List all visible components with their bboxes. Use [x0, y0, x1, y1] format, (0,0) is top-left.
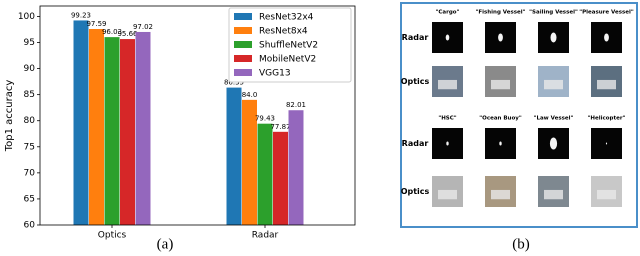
bar: [226, 87, 242, 225]
radar-target: [604, 33, 609, 42]
class-name: "Sailing Vessel": [529, 10, 578, 16]
legend-label: ResNet8x4: [259, 27, 308, 37]
value-label: 79.43: [255, 115, 275, 123]
legend-label: MobileNetV2: [259, 55, 316, 65]
bar: [89, 28, 104, 226]
bar: [257, 123, 273, 225]
legend-swatch: [234, 69, 252, 76]
value-label: 97.59: [86, 20, 106, 28]
radar-target: [498, 33, 503, 42]
legend-box: [228, 7, 352, 83]
y-tick-label: 65: [24, 194, 35, 204]
legend-label: ResNet32x4: [259, 13, 314, 23]
optics-object: [438, 189, 457, 200]
legend-label: ShuffleNetV2: [259, 41, 318, 51]
y-tick-label: 95: [24, 38, 35, 48]
radar-target: [549, 137, 558, 150]
legend-swatch: [234, 55, 252, 62]
class-name: "Fishing Vessel": [475, 10, 525, 16]
class-name: "Helicopter": [588, 116, 626, 122]
y-tick-label: 100: [18, 12, 35, 22]
plot-frame: [39, 5, 356, 226]
y-tick-label: 90: [24, 64, 36, 74]
value-label: 86.35: [224, 79, 244, 87]
row-label: Optics: [401, 187, 430, 196]
legend-swatch: [234, 27, 252, 34]
radar-target: [550, 32, 557, 43]
caption-a: (a): [157, 236, 174, 252]
bar: [135, 31, 151, 225]
class-name: "Law Vessel": [534, 116, 574, 122]
bar: [120, 39, 135, 226]
optics-object: [544, 79, 563, 90]
caption-b: (b): [512, 236, 530, 252]
optics-object: [597, 189, 616, 200]
bar: [288, 110, 304, 225]
optics-object: [597, 79, 616, 90]
x-tick-label: Optics: [98, 231, 127, 241]
bar: [242, 99, 257, 225]
panel-b-frame: [400, 2, 638, 228]
optics-object: [491, 189, 510, 200]
y-tick-label: 60: [24, 221, 36, 231]
value-label: 97.02: [133, 23, 153, 31]
x-tick-label: Radar: [252, 231, 279, 241]
y-axis-label: Top1 accuracy: [4, 80, 15, 153]
value-label: 96.03: [102, 28, 122, 36]
legend-swatch: [234, 41, 252, 48]
bar: [104, 37, 120, 225]
class-name: "Cargo": [436, 10, 460, 16]
value-label: 77.87: [270, 123, 290, 131]
optics-object: [544, 189, 563, 200]
class-name: "Pleasure Vessel": [579, 10, 634, 16]
legend-swatch: [234, 13, 252, 20]
optics-object: [438, 79, 457, 90]
value-label: 95.66: [117, 30, 138, 38]
y-tick-label: 70: [24, 168, 36, 178]
class-name: "HSC": [438, 116, 456, 122]
radar-target: [499, 141, 502, 146]
y-tick-label: 75: [24, 142, 35, 152]
radar-target: [605, 142, 608, 145]
value-label: 82.01: [286, 101, 306, 109]
value-label: 99.23: [71, 11, 91, 19]
class-name: "Ocean Buoy": [479, 116, 522, 122]
row-label: Radar: [402, 33, 429, 42]
radar-target: [446, 141, 449, 146]
y-tick-label: 85: [24, 90, 35, 100]
row-label: Radar: [402, 139, 429, 148]
legend-label: VGG13: [259, 69, 291, 79]
value-label: 84.0: [242, 91, 258, 99]
radar-target: [445, 34, 450, 41]
row-label: Optics: [401, 77, 430, 86]
bar: [273, 131, 288, 225]
y-tick-label: 80: [24, 116, 36, 126]
bar: [73, 20, 89, 225]
optics-object: [491, 79, 510, 90]
